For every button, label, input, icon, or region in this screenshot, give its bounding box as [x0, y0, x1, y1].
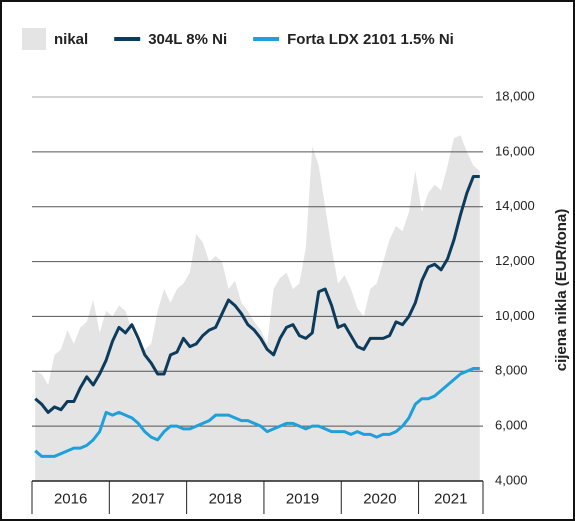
x-tick-label: 2018 [209, 490, 242, 507]
x-tick-label: 2016 [54, 490, 87, 507]
y-tick-label: 12,000 [495, 253, 535, 268]
legend-swatch [22, 28, 46, 50]
y-tick-label: 14,000 [495, 198, 535, 213]
legend-label: 304L 8% Ni [148, 31, 227, 48]
y-tick-label: 4,000 [495, 472, 528, 487]
line [34, 175, 480, 414]
area [35, 135, 480, 481]
y-tick-label: 8,000 [495, 363, 528, 378]
x-tick-label: 2017 [131, 490, 164, 507]
y-tick-label: 10,000 [495, 308, 535, 323]
x-tick-label: 2019 [286, 490, 319, 507]
y-tick-label: 18,000 [495, 88, 535, 103]
x-tick-label: 2020 [363, 490, 396, 507]
legend-label: nikal [54, 31, 88, 48]
y-tick-label: 16,000 [495, 143, 535, 158]
y-tick-label: 6,000 [495, 418, 528, 433]
line [34, 367, 480, 458]
plot [32, 96, 483, 482]
x-tick-label: 2021 [434, 490, 467, 507]
legend-label: Forta LDX 2101 1.5% Ni [287, 31, 454, 48]
y-axis-label: cijena nikla (EUR/tona) [553, 209, 570, 372]
